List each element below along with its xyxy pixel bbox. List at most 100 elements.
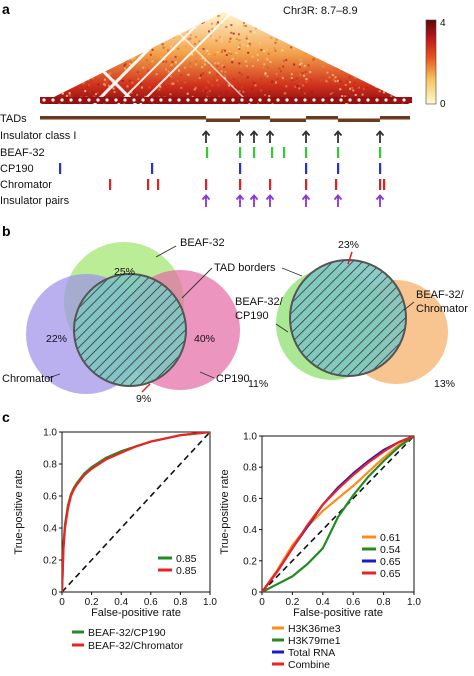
hic-pixel [228, 40, 231, 43]
venn-tad-label: TAD borders [214, 262, 276, 274]
hic-pixel [102, 17, 105, 20]
hic-pixel [245, 37, 248, 40]
roc-right-chance-line [261, 435, 415, 593]
hic-pixel [56, 32, 59, 35]
hic-pixel [58, 14, 61, 17]
hic-pixel [270, 36, 273, 39]
hic-pixel [339, 80, 342, 83]
hic-pixel [269, 90, 272, 93]
venn-right-left-label-1: BEAF-32/ [235, 296, 284, 308]
hic-pixel [55, 75, 58, 78]
hic-pixel [389, 59, 392, 62]
hic-pixel [318, 25, 321, 28]
hic-pixel [131, 32, 134, 35]
hic-pixel [41, 102, 44, 104]
venn-right-pct-right: 13% [434, 378, 455, 390]
hic-pixel [87, 84, 90, 87]
auc-value: 0.65 [380, 556, 401, 568]
hic-pixel [306, 19, 309, 22]
hic-pixel [124, 43, 127, 46]
hic-pixel [212, 36, 214, 39]
hic-pixel [269, 26, 272, 29]
hic-pixel [328, 76, 331, 79]
hic-pixel [376, 92, 379, 95]
hic-pixel [238, 89, 241, 92]
hic-pixel [126, 42, 129, 45]
hic-pixel [395, 54, 398, 57]
track-label-cp190: CP190 [0, 163, 34, 175]
hic-pixel [151, 21, 154, 24]
auc-value: 0.85 [176, 553, 197, 565]
insulator-pair-arrow [235, 194, 245, 207]
hic-pixel [59, 67, 62, 69]
hic-pixel [369, 74, 372, 77]
hic-pixel [404, 51, 407, 54]
hic-pixel [114, 61, 116, 64]
hic-pixel [320, 26, 323, 28]
hic-pixel [170, 75, 172, 78]
hic-pixel [209, 34, 212, 37]
hic-pixel [217, 84, 220, 87]
hic-pixel [217, 21, 219, 24]
diagonal-dot [186, 98, 190, 102]
hic-pixel [353, 81, 356, 84]
hic-pixel [220, 50, 223, 53]
legend-entry: H3K79me1 [288, 635, 341, 647]
hic-pixel [332, 26, 335, 29]
hic-pixel [131, 58, 134, 61]
hic-pixel [61, 84, 63, 86]
hic-pixel [61, 32, 64, 35]
hic-pixel [204, 89, 207, 92]
hic-pixel [78, 54, 81, 57]
venn-right-pct-left: 11% [248, 378, 268, 390]
hic-pixel [304, 21, 307, 24]
hic-pixel [312, 59, 315, 62]
hic-pixel [237, 82, 240, 85]
hic-pixel [382, 91, 385, 94]
hic-pixel [341, 95, 344, 98]
hic-pixel [343, 49, 345, 52]
hic-pixel [187, 73, 190, 76]
x-tick-label: 0.4 [316, 597, 330, 608]
hic-pixel [337, 79, 339, 82]
hic-pixel [399, 21, 402, 24]
hic-pixel [195, 63, 198, 66]
hic-pixel [263, 63, 266, 66]
hic-pixel [68, 23, 71, 26]
hic-pixel [230, 31, 233, 34]
hic-pixel [131, 81, 134, 84]
colorbar: 4 0 [425, 18, 446, 110]
hic-pixel [405, 14, 408, 17]
hic-pixel [129, 61, 132, 63]
diagonal-dot [123, 98, 127, 102]
hic-pixel [83, 31, 86, 34]
pct-top-pointer [347, 251, 353, 265]
hic-pixel [404, 68, 407, 71]
hic-pixel [84, 54, 87, 56]
tad-segment [306, 116, 338, 120]
hic-pixel [110, 39, 113, 41]
hic-pixel [322, 48, 325, 51]
hic-pixel [218, 95, 221, 98]
hic-pixel [274, 27, 277, 30]
hic-pixel [404, 72, 407, 75]
diagonal-dot [267, 98, 271, 102]
hic-pixel [349, 81, 351, 84]
hic-pixel [61, 79, 64, 81]
roc-series-line [262, 436, 414, 592]
hic-pixel [367, 41, 370, 44]
panel-b-letter: b [2, 223, 11, 239]
venn-right-pct-top: 23% [338, 239, 359, 251]
hic-pixel [196, 21, 199, 24]
hic-pixel [302, 84, 305, 87]
hic-pixel [93, 33, 96, 35]
hic-pixel [393, 43, 396, 46]
hic-pixel [383, 18, 386, 21]
hic-pixel [89, 74, 92, 77]
beaf32-mark [379, 147, 382, 158]
hic-pixel [298, 87, 301, 90]
diagonal-dot [339, 98, 343, 102]
hic-pixel [151, 60, 154, 63]
roc-left-xlabel: False-positive rate [91, 607, 181, 619]
hic-pixel [266, 20, 269, 23]
